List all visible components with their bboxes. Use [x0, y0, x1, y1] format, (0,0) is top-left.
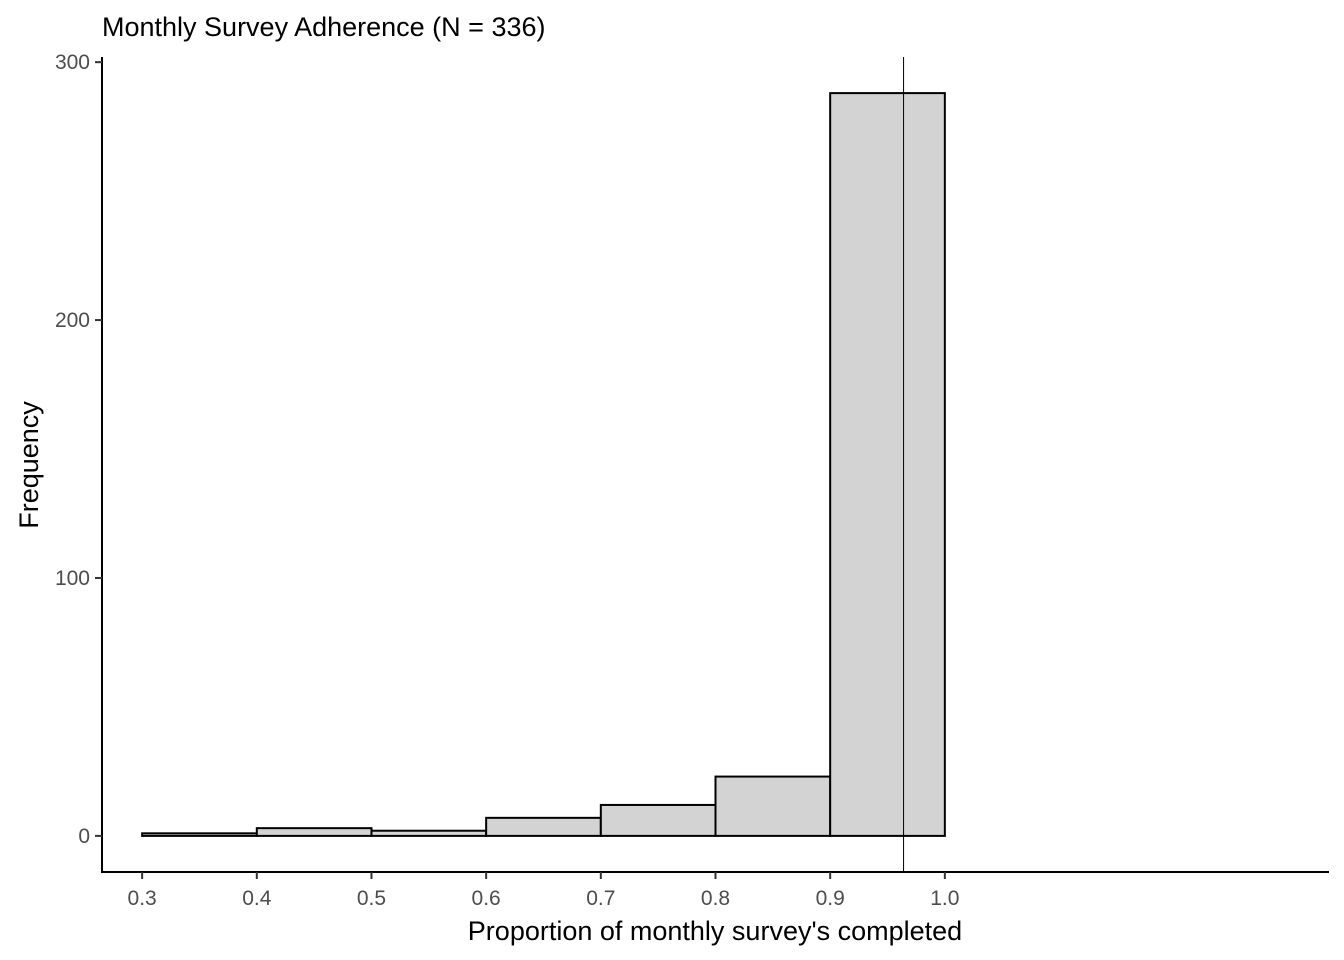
x-tick-label: 0.4: [242, 887, 272, 910]
x-axis-ticks: 0.3 0.4 0.5 0.6 0.7 0.8 0.9 1.0: [128, 872, 959, 910]
x-tick-label: 0.9: [816, 887, 845, 910]
y-tick-label: 200: [55, 309, 90, 332]
x-tick-label: 0.7: [586, 887, 615, 910]
histogram-bars: [141, 92, 946, 837]
y-tick-label: 300: [55, 51, 90, 74]
y-axis-ticks: 0 100 200 300: [55, 51, 102, 848]
histogram-bar-4: [599, 803, 717, 837]
histogram-bar-1: [255, 827, 373, 837]
histogram-bar-2: [370, 829, 488, 837]
y-axis-title: Frequency: [14, 401, 44, 529]
histogram-bar-5: [714, 775, 832, 837]
y-tick-label: 0: [78, 825, 90, 848]
x-tick-label: 0.8: [701, 887, 730, 910]
x-tick-label: 0.5: [357, 887, 386, 910]
histogram-bar-3: [485, 816, 602, 837]
y-tick-label: 100: [55, 567, 90, 590]
histogram-bar-0: [141, 832, 258, 837]
x-tick-label: 0.6: [472, 887, 501, 910]
x-axis-title: Proportion of monthly survey's completed: [468, 916, 962, 946]
histogram-bar-6: [829, 92, 946, 837]
x-tick-label: 1.0: [930, 887, 959, 910]
x-tick-label: 0.3: [128, 887, 157, 910]
chart-title: Monthly Survey Adherence (N = 336): [102, 12, 545, 42]
